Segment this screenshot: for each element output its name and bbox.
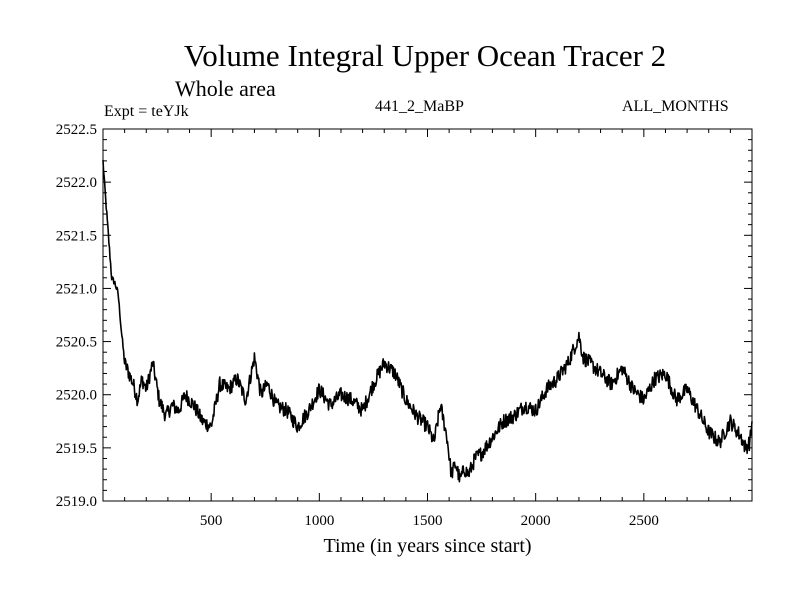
y-tick-label: 2522.0	[56, 175, 97, 191]
plot-frame	[102, 128, 753, 502]
x-tick-label: 500	[200, 513, 223, 529]
x-tick-label: 1000	[304, 513, 334, 529]
y-tick-label: 2520.0	[56, 388, 97, 404]
x-axis-label: Time (in years since start)	[323, 535, 532, 557]
chart-title: Volume Integral Upper Ocean Tracer 2	[183, 38, 667, 73]
experiment-label: Expt = teYJk	[104, 103, 189, 120]
y-tick-label: 2519.5	[56, 441, 97, 457]
series-line	[102, 159, 753, 483]
x-tick-label: 2000	[521, 513, 551, 529]
y-tick-label: 2521.5	[56, 228, 97, 244]
y-tick-label: 2522.5	[56, 122, 97, 138]
months-label: ALL_MONTHS	[622, 98, 729, 115]
y-tick-label: 2519.0	[56, 494, 97, 510]
code-label: 441_2_MaBP	[375, 98, 464, 115]
axis-tick-labels: 500 1000 1500 2000 2500 2519.0 2519.5 2520.0 252…	[56, 122, 659, 529]
y-tick-label: 2520.5	[56, 335, 97, 351]
chart-subtitle: Whole area	[175, 76, 276, 101]
x-tick-label: 1500	[413, 513, 443, 529]
x-tick-label: 2500	[629, 513, 659, 529]
axis-ticks	[103, 129, 752, 501]
y-tick-label: 2521.0	[56, 281, 97, 297]
